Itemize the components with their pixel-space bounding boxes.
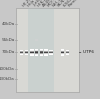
Bar xyxy=(35,55,38,56)
Bar xyxy=(44,55,48,56)
Bar xyxy=(30,52,34,53)
Bar xyxy=(30,53,34,54)
Bar xyxy=(35,52,38,53)
Bar xyxy=(61,52,64,53)
Bar xyxy=(40,55,43,56)
Bar xyxy=(44,50,48,51)
Text: 100kDa: 100kDa xyxy=(0,67,14,71)
Bar xyxy=(49,53,53,54)
Bar xyxy=(35,53,38,54)
Bar xyxy=(30,55,34,56)
Text: A549: A549 xyxy=(42,0,52,7)
Bar xyxy=(66,52,69,53)
Text: HT-29: HT-29 xyxy=(22,0,33,7)
Bar xyxy=(66,53,69,54)
Bar xyxy=(49,54,53,55)
Bar xyxy=(25,52,28,53)
Bar xyxy=(40,50,43,51)
Bar xyxy=(30,50,34,51)
Text: K-562: K-562 xyxy=(63,0,74,7)
Bar xyxy=(35,51,38,52)
Bar xyxy=(44,51,48,52)
Bar xyxy=(25,54,28,55)
Bar xyxy=(49,50,53,51)
Bar xyxy=(66,54,69,55)
Bar xyxy=(25,50,28,51)
Bar xyxy=(61,53,64,54)
Bar xyxy=(20,51,23,52)
Text: SK-N-SH: SK-N-SH xyxy=(56,0,71,7)
Bar xyxy=(20,50,23,51)
Bar xyxy=(44,52,48,53)
Bar xyxy=(16,8,79,92)
Bar xyxy=(44,54,48,55)
Bar xyxy=(44,53,48,54)
Bar xyxy=(49,52,53,53)
Text: NIH-3T3: NIH-3T3 xyxy=(52,0,66,7)
Bar xyxy=(61,54,64,55)
Bar xyxy=(30,51,34,52)
Text: Ramos: Ramos xyxy=(68,0,81,7)
Bar xyxy=(66,50,69,51)
Bar xyxy=(61,49,64,50)
Bar xyxy=(40,51,43,52)
Text: HEK-293: HEK-293 xyxy=(37,0,52,7)
Bar xyxy=(35,50,38,51)
Bar xyxy=(40,53,43,54)
Bar xyxy=(44,49,48,50)
Bar xyxy=(49,51,53,52)
Bar xyxy=(40,54,43,55)
Bar xyxy=(30,54,34,55)
Text: 70kDa: 70kDa xyxy=(1,50,14,54)
Bar xyxy=(35,49,38,50)
Bar xyxy=(61,51,64,52)
Bar xyxy=(30,49,34,50)
Bar xyxy=(61,50,64,51)
Bar xyxy=(40,52,43,53)
Bar xyxy=(20,52,23,53)
Text: 40kDa: 40kDa xyxy=(1,22,14,26)
Bar xyxy=(40,49,43,50)
Text: Hela: Hela xyxy=(27,0,36,7)
Bar xyxy=(25,51,28,52)
Text: Jurkat: Jurkat xyxy=(32,0,44,7)
Text: - UTP6: - UTP6 xyxy=(80,50,94,54)
Bar xyxy=(25,53,28,54)
Bar xyxy=(20,53,23,54)
Bar xyxy=(61,55,64,56)
Bar xyxy=(66,51,69,52)
Bar xyxy=(35,54,38,55)
Text: MCF-7: MCF-7 xyxy=(46,0,58,7)
Bar xyxy=(35,39,38,41)
Text: 55kDa: 55kDa xyxy=(1,38,14,42)
Bar xyxy=(28,8,54,92)
Text: 130kDa: 130kDa xyxy=(0,77,14,81)
Bar xyxy=(20,54,23,55)
